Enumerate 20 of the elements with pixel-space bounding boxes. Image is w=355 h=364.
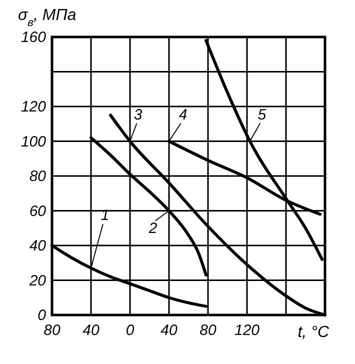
- x-tick-label: 40: [160, 322, 178, 339]
- series-label: 5: [258, 106, 267, 124]
- x-tick-label: 80: [44, 322, 61, 339]
- y-tick-label: 40: [29, 238, 47, 254]
- y-tick-label: 80: [29, 168, 47, 185]
- x-tick-label: 40: [82, 322, 100, 339]
- y-tick-label: 60: [29, 202, 47, 220]
- y-tick-label: 0: [38, 307, 47, 324]
- series-label: 3: [134, 106, 143, 124]
- y-tick-label: 120: [20, 98, 47, 116]
- series-label: 4: [178, 106, 188, 124]
- y-tick-label: 100: [20, 133, 47, 150]
- y-tick-label: 20: [28, 272, 47, 290]
- legend-label: 2: [148, 220, 158, 237]
- y-axis-title: σ$_{в}$, МПа: [18, 7, 76, 29]
- x-axis-title: t, °C: [298, 324, 330, 341]
- y-tick-label: 160: [20, 29, 47, 46]
- x-tick-label: 120: [234, 322, 260, 339]
- x-tick-label: 0: [126, 322, 135, 339]
- x-tick-label: 80: [200, 322, 217, 339]
